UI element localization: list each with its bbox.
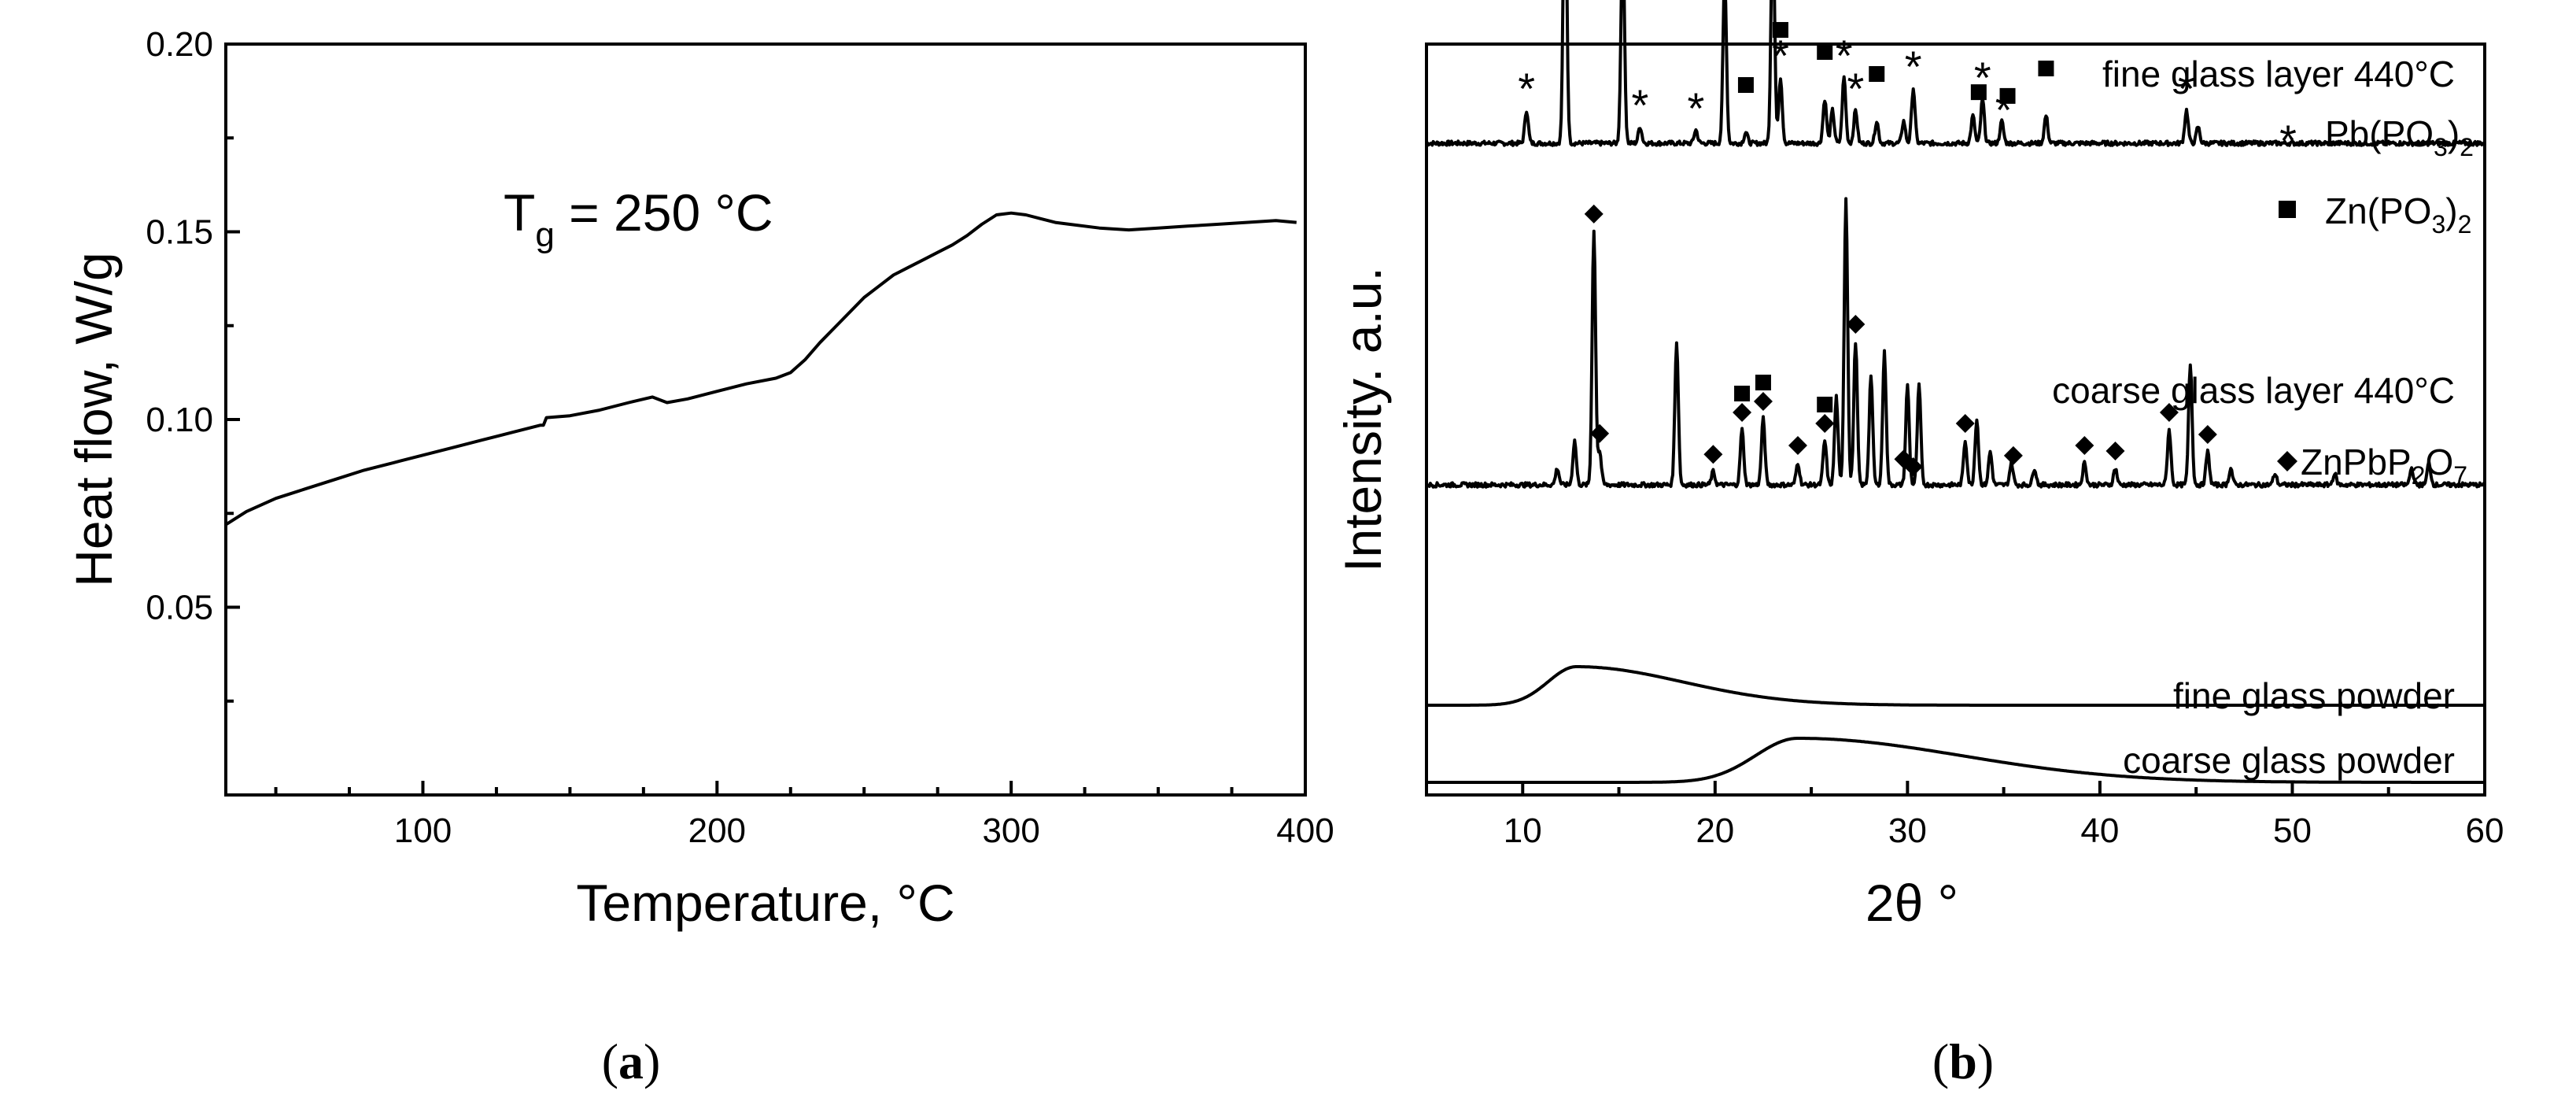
panel-b-xrd-chart: 10 20 30 40 50 60 ************** fine glass l… bbox=[1334, 0, 2504, 1089]
pb-po3-peak-marker: * bbox=[2178, 64, 2195, 113]
legend-label-znpb: ZnPbP2O7 bbox=[2301, 442, 2467, 490]
diamond-marker-icon bbox=[2277, 451, 2297, 471]
y-tick-label: 0.20 bbox=[146, 25, 213, 64]
legend-pb-po3-2: * Pb(PO3)2 bbox=[2279, 113, 2474, 165]
square-marker-icon bbox=[2279, 201, 2296, 218]
panel-b-ticks: 10 20 30 40 50 60 bbox=[1425, 781, 2504, 850]
fine-glass-layer-pattern bbox=[1426, 0, 2486, 147]
zn-po3-peak-marker bbox=[1817, 397, 1833, 412]
znpbp2o7-peak-marker bbox=[1846, 314, 1866, 334]
znpbp2o7-peak-marker bbox=[1584, 204, 1604, 224]
pb-po3-peak-marker: * bbox=[1836, 31, 1853, 80]
legend-znpbp2o7: ZnPbP2O7 bbox=[2277, 442, 2467, 490]
y-tick-label: 0.15 bbox=[146, 213, 213, 252]
panel-a-dsc-chart: 100 200 300 400 0.05 0.10 0.15 0.20 Tg = 250 °C… bbox=[65, 25, 1334, 1089]
x-tick-label: 200 bbox=[688, 811, 746, 850]
panel-a-y-axis-label: Heat flow, W/g bbox=[65, 252, 123, 587]
znpbp2o7-peak-marker bbox=[1733, 403, 1752, 422]
zn-po3-peak-marker bbox=[1999, 87, 2016, 104]
panel-b-phase-markers: ************** bbox=[1518, 21, 2217, 477]
x-tick-label: 40 bbox=[2080, 811, 2119, 850]
pb-po3-peak-marker: * bbox=[1772, 31, 1789, 80]
x-tick-label: 10 bbox=[1504, 811, 1542, 850]
fine-glass-powder-pattern bbox=[1426, 665, 2486, 707]
zn-po3-peak-marker bbox=[1817, 43, 1833, 60]
legend-zn-po3-2: Zn(PO3)2 bbox=[2279, 190, 2471, 238]
zn-po3-peak-marker bbox=[1869, 66, 1885, 82]
zn-po3-peak-marker bbox=[1755, 375, 1771, 390]
star-marker-icon: * bbox=[2279, 116, 2297, 165]
zn-po3-peak-marker bbox=[1734, 386, 1751, 401]
tg-annotation: Tg = 250 °C bbox=[504, 183, 773, 254]
x-tick-label: 30 bbox=[1888, 811, 1927, 850]
znpbp2o7-peak-marker bbox=[1815, 414, 1835, 433]
pb-po3-peak-marker: * bbox=[1905, 42, 1922, 91]
pb-po3-peak-marker: * bbox=[1687, 83, 1704, 133]
znpbp2o7-peak-marker bbox=[2159, 403, 2179, 422]
znpbp2o7-peak-marker bbox=[1955, 414, 1975, 433]
coarse-glass-layer-pattern bbox=[1425, 197, 2486, 489]
znpbp2o7-peak-marker bbox=[1703, 445, 1723, 464]
x-tick-label: 50 bbox=[2273, 811, 2312, 850]
y-tick-label: 0.05 bbox=[146, 589, 213, 627]
panel-b-x-axis-label: 2θ ° bbox=[1866, 874, 1958, 932]
znpbp2o7-peak-marker bbox=[2075, 436, 2094, 455]
panel-b-patterns bbox=[1425, 0, 2486, 784]
panel-b-plot-frame bbox=[1425, 43, 2486, 797]
zn-po3-peak-marker bbox=[2038, 61, 2054, 76]
panel-a-x-axis-label: Temperature, °C bbox=[576, 874, 954, 932]
pb-po3-peak-marker: * bbox=[1847, 64, 1864, 113]
panel-a-plot-frame bbox=[224, 43, 1307, 797]
label-fine-glass-powder: fine glass powder bbox=[2173, 675, 2455, 716]
y-tick-label: 0.10 bbox=[146, 401, 213, 439]
caption-a: (a) bbox=[602, 1033, 661, 1089]
pb-po3-peak-marker: * bbox=[1632, 80, 1649, 130]
x-tick-label: 20 bbox=[1696, 811, 1734, 850]
znpbp2o7-peak-marker bbox=[2003, 445, 2023, 465]
znpbp2o7-peak-marker bbox=[1753, 392, 1773, 411]
znpbp2o7-peak-marker bbox=[2198, 425, 2217, 444]
zn-po3-peak-marker bbox=[1772, 21, 1788, 38]
coarse-glass-powder-pattern bbox=[1426, 737, 2486, 784]
zn-po3-peak-marker bbox=[1737, 77, 1754, 93]
znpbp2o7-peak-marker bbox=[2105, 442, 2125, 460]
caption-b: (b) bbox=[1932, 1033, 1994, 1089]
panel-b-y-axis-label: Intensity. a.u. bbox=[1334, 267, 1392, 572]
x-tick-label: 100 bbox=[394, 811, 452, 850]
label-coarse-glass-powder: coarse glass powder bbox=[2123, 740, 2455, 781]
legend-label-zn: Zn(PO3)2 bbox=[2325, 190, 2471, 238]
legend-label-pb: Pb(PO3)2 bbox=[2325, 113, 2474, 161]
x-tick-label: 400 bbox=[1276, 811, 1334, 850]
x-tick-label: 300 bbox=[982, 811, 1039, 850]
znpbp2o7-peak-marker bbox=[1590, 423, 1610, 443]
label-fine-glass-layer: fine glass layer 440°C bbox=[2102, 54, 2455, 94]
panel-a-ticks: 100 200 300 400 0.05 0.10 0.15 0.20 bbox=[146, 25, 1334, 850]
x-tick-label: 60 bbox=[2466, 811, 2504, 850]
znpbp2o7-peak-marker bbox=[1788, 436, 1807, 455]
znpbp2o7-peak-marker bbox=[1903, 457, 1923, 477]
dsc-curve bbox=[224, 211, 1297, 527]
label-coarse-glass-layer: coarse glass layer 440°C bbox=[2052, 370, 2455, 411]
pb-po3-peak-marker: * bbox=[1518, 64, 1535, 113]
zn-po3-peak-marker bbox=[1970, 84, 1987, 101]
